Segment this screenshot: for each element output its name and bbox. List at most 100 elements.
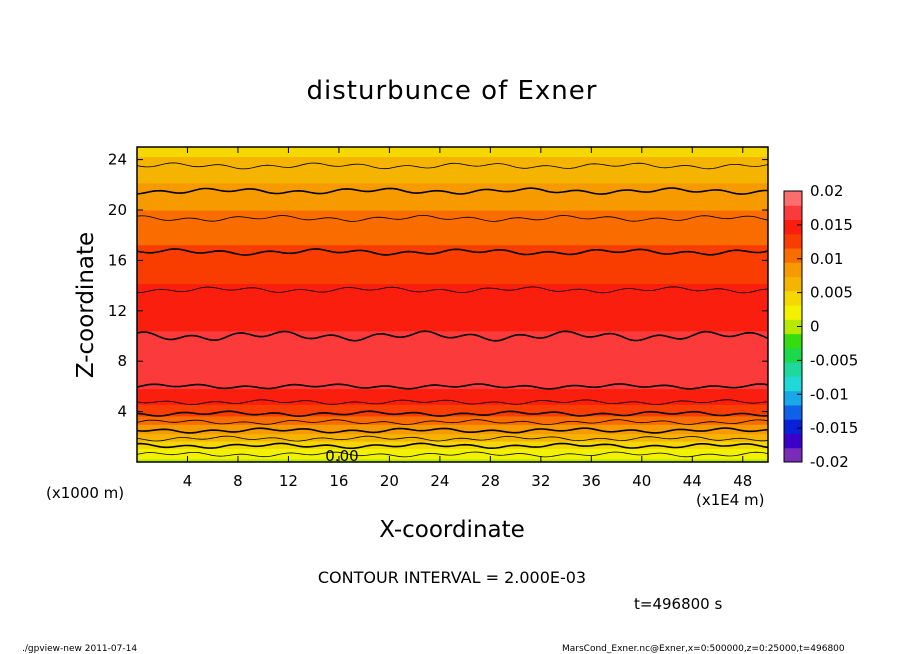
field-band <box>137 393 768 396</box>
field-band <box>137 418 768 421</box>
field-band <box>137 412 768 415</box>
colorbar-swatch <box>784 276 802 292</box>
field-band <box>137 311 768 314</box>
x-tick-label: 24 <box>430 472 449 490</box>
field-band <box>137 342 768 344</box>
field-band <box>137 345 768 348</box>
field-band <box>137 249 768 252</box>
field-band <box>137 442 768 444</box>
field-band <box>137 205 768 208</box>
field-band <box>137 271 768 274</box>
colorbar-tick-label: 0.015 <box>810 216 853 234</box>
field-band <box>137 374 768 377</box>
field-band <box>137 407 768 410</box>
field-band <box>137 306 768 309</box>
field-band <box>137 236 768 238</box>
field-band <box>137 166 768 169</box>
colorbar-swatch <box>784 362 802 377</box>
field-band <box>137 360 768 362</box>
field-band <box>137 281 768 284</box>
x-unit-right: (x1E4 m) <box>696 491 765 509</box>
field-band <box>137 318 768 320</box>
field-band <box>137 326 768 329</box>
field-band <box>137 357 768 359</box>
field-band <box>137 443 768 445</box>
chart-title: disturbunce of Exner <box>306 76 598 106</box>
field-band <box>137 336 768 338</box>
field-band <box>137 157 768 160</box>
field-band <box>137 371 768 374</box>
field-band <box>137 165 768 168</box>
field-band <box>137 367 768 370</box>
field-band <box>137 197 768 200</box>
field-band <box>137 444 768 446</box>
field-band <box>137 410 768 413</box>
field-band <box>137 265 768 268</box>
contour-line <box>137 383 768 390</box>
field-band <box>137 250 768 253</box>
contour-line <box>137 330 768 342</box>
field-band <box>137 245 768 248</box>
contour-line <box>137 427 768 434</box>
colorbar-swatch <box>784 248 802 263</box>
x-axis-ticks: 4 8 12 16 20 24 28 32 36 40 44 48 <box>183 147 752 490</box>
field-band <box>137 354 768 357</box>
field-band <box>137 256 768 258</box>
field-band <box>137 449 768 452</box>
field-band <box>137 348 768 351</box>
field-band <box>137 304 768 307</box>
field-band <box>137 257 768 259</box>
x-unit-left: (x1000 m) <box>46 484 124 502</box>
field-band <box>137 384 768 386</box>
field-band <box>137 286 768 289</box>
field-band <box>137 201 768 204</box>
colorbar-swatch <box>784 191 802 206</box>
x-tick-label: 16 <box>329 472 348 490</box>
field-band <box>137 202 768 205</box>
field-band <box>137 269 768 272</box>
colorbar-swatch <box>784 333 802 349</box>
field-band <box>137 347 768 350</box>
field-band <box>137 255 768 257</box>
y-tick-label: 16 <box>108 251 127 269</box>
field-band <box>137 242 768 245</box>
field-band <box>137 191 768 193</box>
field-band <box>137 415 768 418</box>
field-band <box>137 323 768 326</box>
field-band <box>137 149 768 151</box>
field-band <box>137 456 768 459</box>
field-band <box>137 207 768 210</box>
contour-line <box>137 187 768 195</box>
field-band <box>137 319 768 321</box>
field-band <box>137 239 768 242</box>
contour-line <box>137 410 768 418</box>
field-band <box>137 168 768 170</box>
field-band <box>137 288 768 291</box>
field-band <box>137 330 768 333</box>
field-band <box>137 352 768 355</box>
field-band <box>137 429 768 432</box>
colorbar-tick-label: -0.005 <box>810 351 858 369</box>
field-band <box>137 353 768 356</box>
field-band <box>137 459 768 462</box>
field-band <box>137 387 768 390</box>
field-band <box>137 351 768 354</box>
field-band <box>137 289 768 292</box>
field-band <box>137 259 768 261</box>
field-band <box>137 453 768 456</box>
field-band <box>137 221 768 224</box>
y-tick-label: 8 <box>117 352 127 370</box>
field-band <box>137 193 768 195</box>
field-band <box>137 155 768 158</box>
field-band <box>137 394 768 397</box>
colorbar-swatch <box>784 447 802 463</box>
field-band <box>137 154 768 156</box>
field-band <box>137 152 768 154</box>
y-tick-label: 20 <box>108 201 127 219</box>
field-band <box>137 359 768 361</box>
field-band <box>137 219 768 222</box>
field-band <box>137 216 768 218</box>
colorbar-swatch <box>784 433 802 449</box>
field-band <box>137 366 768 369</box>
colorbar-swatch <box>784 419 802 434</box>
